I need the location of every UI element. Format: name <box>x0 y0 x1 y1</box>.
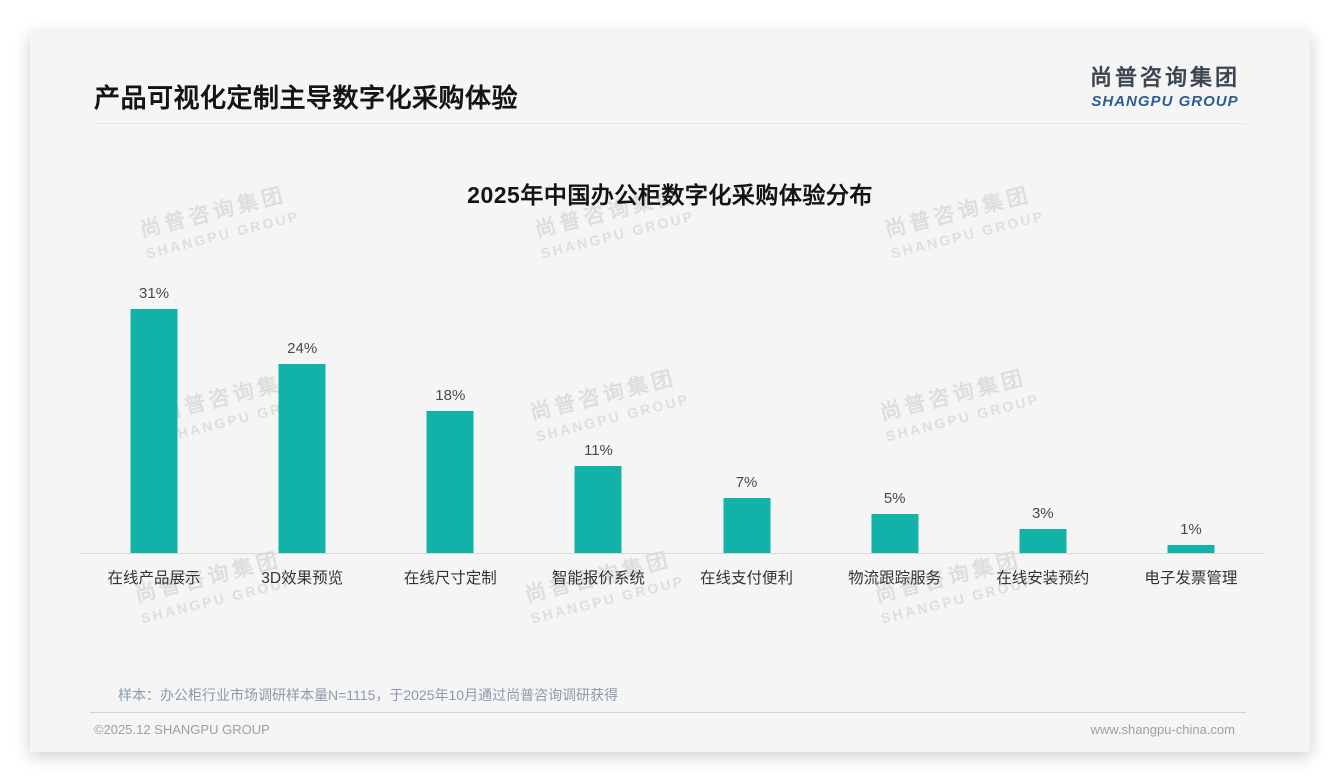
bar-group: 24% 3D效果预览 <box>228 202 376 587</box>
bar-group: 5% 物流跟踪服务 <box>821 202 969 587</box>
bar-group: 1% 电子发票管理 <box>1117 202 1265 587</box>
footer-website: www.shangpu-china.com <box>1090 722 1235 737</box>
bar-value-label: 3% <box>1031 505 1054 522</box>
bar <box>278 364 326 553</box>
bar-group: 11% 智能报价系统 <box>524 202 672 587</box>
sample-footnote: 样本：办公柜行业市场调研样本量N=1115，于2025年10月通过尚普咨询调研获… <box>118 687 619 703</box>
bar-group: 7% 在线支付便利 <box>673 202 821 587</box>
bar-value-label: 11% <box>583 442 613 459</box>
bar <box>426 411 474 553</box>
slide: 产品可视化定制主导数字化采购体验 尚普咨询集团 SHANGPU GROUP 尚普… <box>30 32 1310 752</box>
bar-chart: 31% 在线产品展示 24% 3D效果预览 18% 在线尺寸定制 11% 智能报价系统 7% 在线… <box>80 202 1265 587</box>
bar-category-label: 在线支付便利 <box>700 570 794 587</box>
bar-category-label: 3D效果预览 <box>261 570 344 587</box>
footer-divider <box>90 712 1246 713</box>
bar-group: 31% 在线产品展示 <box>80 202 228 587</box>
bar-category-label: 在线产品展示 <box>107 570 201 587</box>
bar-value-label: 5% <box>883 490 906 507</box>
bar-value-label: 31% <box>139 285 170 302</box>
bar-value-label: 24% <box>287 340 318 357</box>
bar-group: 18% 在线尺寸定制 <box>376 202 524 587</box>
bar-value-label: 18% <box>435 387 466 404</box>
bar-category-label: 智能报价系统 <box>551 570 645 587</box>
bar-category-label: 在线安装预约 <box>996 570 1090 587</box>
bar <box>1167 545 1215 553</box>
bar-category-label: 物流跟踪服务 <box>848 570 942 587</box>
logo-cn-text: 尚普咨询集团 <box>1089 65 1240 90</box>
bar-value-label: 1% <box>1180 521 1202 538</box>
bar <box>130 309 178 553</box>
header-divider <box>94 123 1246 124</box>
bar-category-label: 电子发票管理 <box>1144 570 1238 587</box>
bar-value-label: 7% <box>735 474 758 491</box>
company-logo: 尚普咨询集团 SHANGPU GROUP <box>1090 60 1240 110</box>
bar <box>574 466 622 553</box>
footer-copyright: ©2025.12 SHANGPU GROUP <box>94 722 270 737</box>
chart-title: 2025年中国办公柜数字化采购体验分布 <box>467 182 873 208</box>
bar <box>871 514 919 553</box>
bar-group: 3% 在线安装预约 <box>969 202 1117 587</box>
x-axis-line <box>80 553 1265 554</box>
bar <box>723 498 771 553</box>
page-title: 产品可视化定制主导数字化采购体验 <box>94 83 519 113</box>
bar-category-label: 在线尺寸定制 <box>403 570 497 587</box>
logo-en-text: SHANGPU GROUP <box>1091 93 1239 110</box>
bar <box>1019 529 1067 553</box>
